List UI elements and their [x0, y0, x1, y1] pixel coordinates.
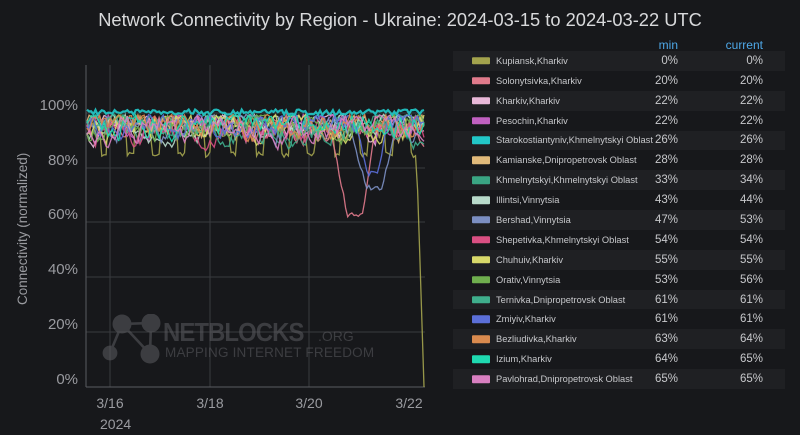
svg-text:NETBLOCKS: NETBLOCKS: [163, 318, 304, 347]
svg-text:MAPPING INTERNET FREEDOM: MAPPING INTERNET FREEDOM: [165, 345, 374, 360]
svg-text:.ORG: .ORG: [318, 328, 354, 344]
